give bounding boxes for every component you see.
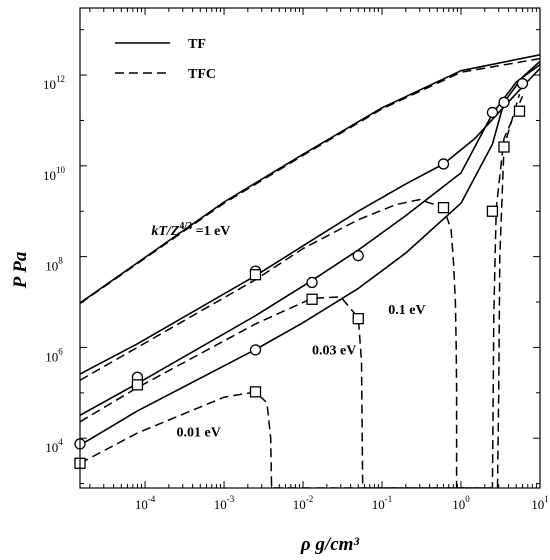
square-marker — [249, 269, 262, 281]
y-tick-label: 1010 — [43, 165, 66, 183]
square-marker — [513, 105, 526, 117]
square-marker — [352, 313, 364, 325]
annotation-3: 0.01 eV — [177, 425, 221, 440]
square-marker — [437, 201, 450, 214]
legend-label-tf: TF — [188, 37, 206, 52]
circle-marker — [306, 276, 318, 289]
y-tick-label: 104 — [45, 437, 63, 455]
circle-marker — [498, 96, 510, 109]
legend: TF TFC — [115, 37, 216, 82]
markers-layer — [74, 77, 529, 469]
x-tick-label: 10-4 — [135, 494, 156, 512]
circle-marker — [437, 158, 450, 170]
series-tfc-1eV — [80, 57, 540, 305]
series-tf-001eV — [80, 60, 540, 446]
x-tick-label: 10-3 — [214, 494, 235, 512]
circle-marker — [249, 344, 262, 356]
x-tick-label: 101 — [531, 494, 549, 512]
x-tick-label: 100 — [452, 494, 470, 512]
series-tfc-01eV — [80, 198, 458, 488]
circle-marker — [486, 106, 499, 119]
square-marker — [306, 293, 318, 305]
square-marker — [249, 386, 262, 398]
x-axis-title: ρ g/cm³ — [300, 534, 360, 555]
x-tick-label: 10-2 — [293, 494, 314, 512]
circle-marker — [516, 77, 529, 90]
annotation-2: 0.03 eV — [312, 343, 356, 358]
y-axis-title: P Pa — [10, 251, 31, 289]
y-tick-label: 108 — [45, 256, 63, 274]
y-tick-label: 106 — [45, 346, 63, 364]
ticks-layer: 10-4 10-3 10-2 10-1 100 101 104 106 108 1010 1012 — [43, 8, 549, 512]
annotation-layer: kT/Z4/3 =1 eV 0.1 eV 0.03 eV 0.01 eV — [151, 221, 425, 440]
circle-marker — [352, 250, 364, 262]
series-tf-003eV — [80, 63, 540, 416]
legend-label-tfc: TFC — [188, 67, 216, 82]
x-tick-label: 10-1 — [372, 494, 393, 512]
annotation-1: 0.1 eV — [388, 303, 425, 318]
series-tfc-003eV — [80, 95, 524, 488]
curves-layer — [80, 54, 540, 488]
square-marker — [486, 205, 499, 217]
series-tf-01eV — [80, 67, 540, 375]
plot-frame — [79, 7, 541, 489]
square-marker — [498, 141, 510, 153]
square-marker — [131, 379, 144, 391]
annotation-0: kT/Z4/3 =1 eV — [151, 221, 230, 239]
series-tf-1eV — [80, 54, 540, 304]
series-tfc-001eV — [80, 93, 521, 488]
y-tick-label: 1012 — [43, 74, 65, 92]
